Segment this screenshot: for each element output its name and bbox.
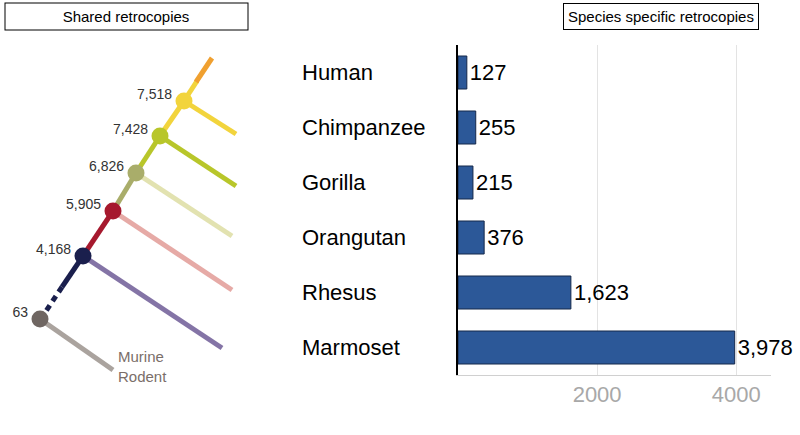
svg-text:2000: 2000 — [573, 382, 622, 407]
svg-text:Orangutan: Orangutan — [302, 225, 406, 250]
svg-text:7,518: 7,518 — [137, 86, 172, 102]
svg-text:Human: Human — [302, 60, 373, 85]
svg-text:MurineRodent: MurineRodent — [118, 348, 167, 385]
svg-text:Shared retrocopies: Shared retrocopies — [63, 8, 190, 25]
svg-text:5,905: 5,905 — [66, 196, 101, 212]
svg-text:127: 127 — [470, 60, 507, 85]
svg-text:4000: 4000 — [712, 382, 761, 407]
svg-text:Marmoset: Marmoset — [302, 335, 400, 360]
svg-text:6,826: 6,826 — [89, 158, 124, 174]
svg-text:3,978: 3,978 — [738, 335, 793, 360]
svg-text:Gorilla: Gorilla — [302, 170, 366, 195]
svg-text:7,428: 7,428 — [113, 121, 148, 137]
svg-text:Chimpanzee: Chimpanzee — [302, 115, 426, 140]
svg-text:1,623: 1,623 — [574, 280, 629, 305]
svg-text:Rhesus: Rhesus — [302, 280, 377, 305]
svg-text:4,168: 4,168 — [36, 241, 71, 257]
svg-text:Species specific retrocopies: Species specific retrocopies — [568, 8, 754, 25]
svg-text:255: 255 — [479, 115, 516, 140]
svg-text:215: 215 — [476, 170, 513, 195]
svg-text:376: 376 — [487, 225, 524, 250]
svg-text:63: 63 — [12, 304, 28, 320]
